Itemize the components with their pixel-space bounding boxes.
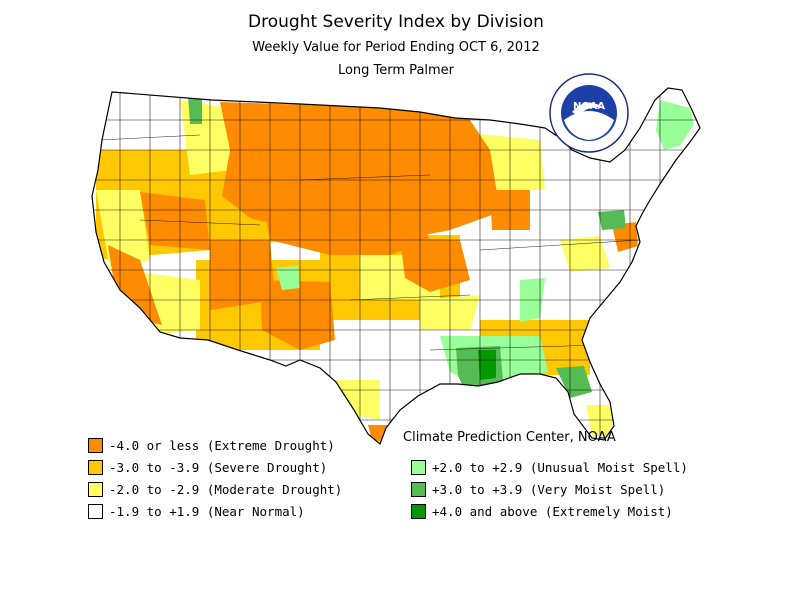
legend-swatch xyxy=(88,481,103,497)
credit-label: Climate Prediction Center, NOAA xyxy=(403,430,616,445)
legend-label: -1.9 to +1.9 (Near Normal) xyxy=(109,503,305,519)
legend-swatch xyxy=(411,481,426,497)
legend-swatch xyxy=(88,437,103,453)
legend-swatch xyxy=(411,459,426,475)
legend-item: -4.0 or less (Extreme Drought) xyxy=(88,437,335,453)
map-title: Drought Severity Index by Division xyxy=(248,12,544,32)
legend-label: +4.0 and above (Extremely Moist) xyxy=(432,503,673,519)
legend-item: +4.0 and above (Extremely Moist) xyxy=(411,503,673,519)
legend-swatch xyxy=(411,503,426,519)
legend-item: -2.0 to -2.9 (Moderate Drought) xyxy=(88,481,342,497)
legend-label: +2.0 to +2.9 (Unusual Moist Spell) xyxy=(432,459,688,475)
legend-swatch xyxy=(88,459,103,475)
legend-label: -4.0 or less (Extreme Drought) xyxy=(109,437,335,453)
legend-item: +3.0 to +3.9 (Very Moist Spell) xyxy=(411,481,665,497)
legend-item: +2.0 to +2.9 (Unusual Moist Spell) xyxy=(411,459,688,475)
legend-label: -3.0 to -3.9 (Severe Drought) xyxy=(109,459,328,475)
legend-label: -2.0 to -2.9 (Moderate Drought) xyxy=(109,481,343,497)
legend-item: -1.9 to +1.9 (Near Normal) xyxy=(88,503,305,519)
noaa-logo: NOAA xyxy=(548,72,630,158)
legend-swatch xyxy=(88,503,103,519)
legend-label: +3.0 to +3.9 (Very Moist Spell) xyxy=(432,481,666,497)
noaa-logo-text: NOAA xyxy=(573,101,605,112)
legend-item: -3.0 to -3.9 (Severe Drought) xyxy=(88,459,327,475)
map-subtitle: Weekly Value for Period Ending OCT 6, 20… xyxy=(252,40,540,55)
index-name: Long Term Palmer xyxy=(337,63,455,78)
